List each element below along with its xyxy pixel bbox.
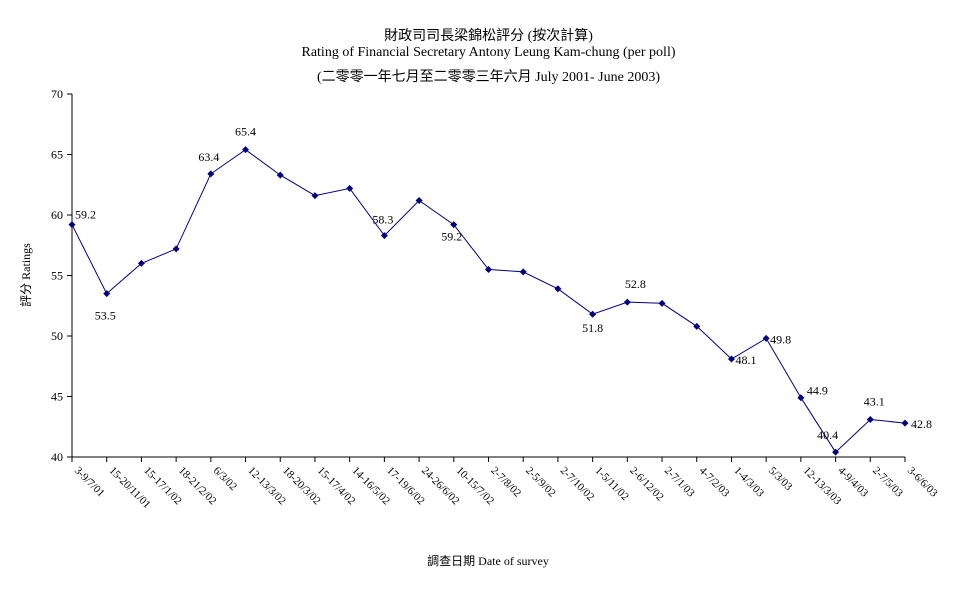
x-tick-label: 1-5/11/02	[593, 465, 631, 503]
y-tick-label: 60	[51, 208, 63, 222]
data-point	[242, 146, 250, 154]
data-point	[450, 221, 458, 229]
data-label: 59.2	[441, 230, 462, 244]
y-tick-label: 55	[51, 269, 63, 283]
x-tick-label: 2-7/5/03	[870, 465, 905, 500]
data-point	[346, 184, 354, 192]
y-tick-label: 50	[51, 329, 63, 343]
y-tick-label: 65	[51, 148, 63, 162]
x-tick-label: 4-7/2/03	[697, 465, 732, 500]
data-label: 43.1	[864, 394, 885, 408]
data-label: 44.9	[807, 384, 828, 398]
data-point	[797, 394, 805, 402]
x-tick-label: 2-7/10/02	[558, 465, 597, 504]
data-label: 51.8	[582, 321, 603, 335]
data-point	[693, 322, 701, 330]
data-label: 49.8	[770, 332, 791, 346]
data-point	[311, 192, 319, 200]
data-label: 40.4	[817, 428, 838, 442]
data-point	[485, 265, 492, 273]
data-point	[519, 268, 527, 276]
data-point	[589, 310, 597, 318]
data-label: 52.8	[625, 277, 646, 291]
data-point	[762, 334, 770, 342]
data-label: 65.4	[235, 125, 256, 139]
data-point	[832, 448, 840, 456]
data-point	[103, 290, 111, 298]
x-tick-label: 4-9/4/03	[835, 465, 870, 500]
x-tick-label: 1-4/3/03	[731, 465, 766, 500]
data-point	[172, 245, 180, 253]
data-label: 58.3	[372, 213, 393, 227]
data-point	[727, 355, 735, 363]
data-point	[68, 221, 76, 229]
data-label: 59.2	[75, 208, 96, 222]
data-point	[137, 259, 145, 267]
x-tick-label: 3-6/6/03	[905, 465, 940, 500]
data-point	[276, 171, 284, 179]
x-tick-label: 2-7/1/03	[662, 465, 697, 500]
data-point	[554, 285, 562, 293]
chart-subtitle: Rating of Financial Secretary Antony Leu…	[301, 45, 676, 60]
data-label: 53.5	[95, 309, 116, 323]
y-tick-label: 70	[51, 87, 63, 101]
data-point	[901, 419, 909, 427]
x-tick-label: 2-5/9/02	[523, 465, 558, 500]
chart-title: 財政司司長梁錦松評分 (按次計算)	[384, 29, 593, 44]
data-point	[415, 196, 423, 204]
data-point	[866, 415, 874, 423]
x-tick-label: 2-7/8/02	[488, 465, 523, 500]
x-tick-label: 5/3/03	[766, 465, 795, 494]
x-tick-label: 2-6/12/02	[627, 465, 666, 504]
data-label: 42.8	[911, 417, 932, 431]
data-point	[207, 170, 215, 178]
data-label: 48.1	[735, 353, 756, 367]
data-point	[623, 298, 631, 306]
data-label: 63.4	[198, 150, 219, 164]
x-tick-label: 3-9/7/01	[72, 465, 107, 500]
x-tick-label: 6/3/02	[211, 465, 239, 493]
y-tick-label: 40	[51, 450, 63, 464]
series-line	[71, 149, 906, 453]
chart-subtitle-period: (二零零一年七月至二零零三年六月 July 2001- June 2003)	[317, 70, 660, 85]
y-axis-title: 評分 Ratings	[18, 243, 33, 307]
data-point	[380, 232, 388, 240]
y-tick-label: 45	[51, 390, 63, 404]
data-point	[658, 299, 666, 307]
x-axis-title: 調查日期 Date of survey	[427, 554, 549, 568]
